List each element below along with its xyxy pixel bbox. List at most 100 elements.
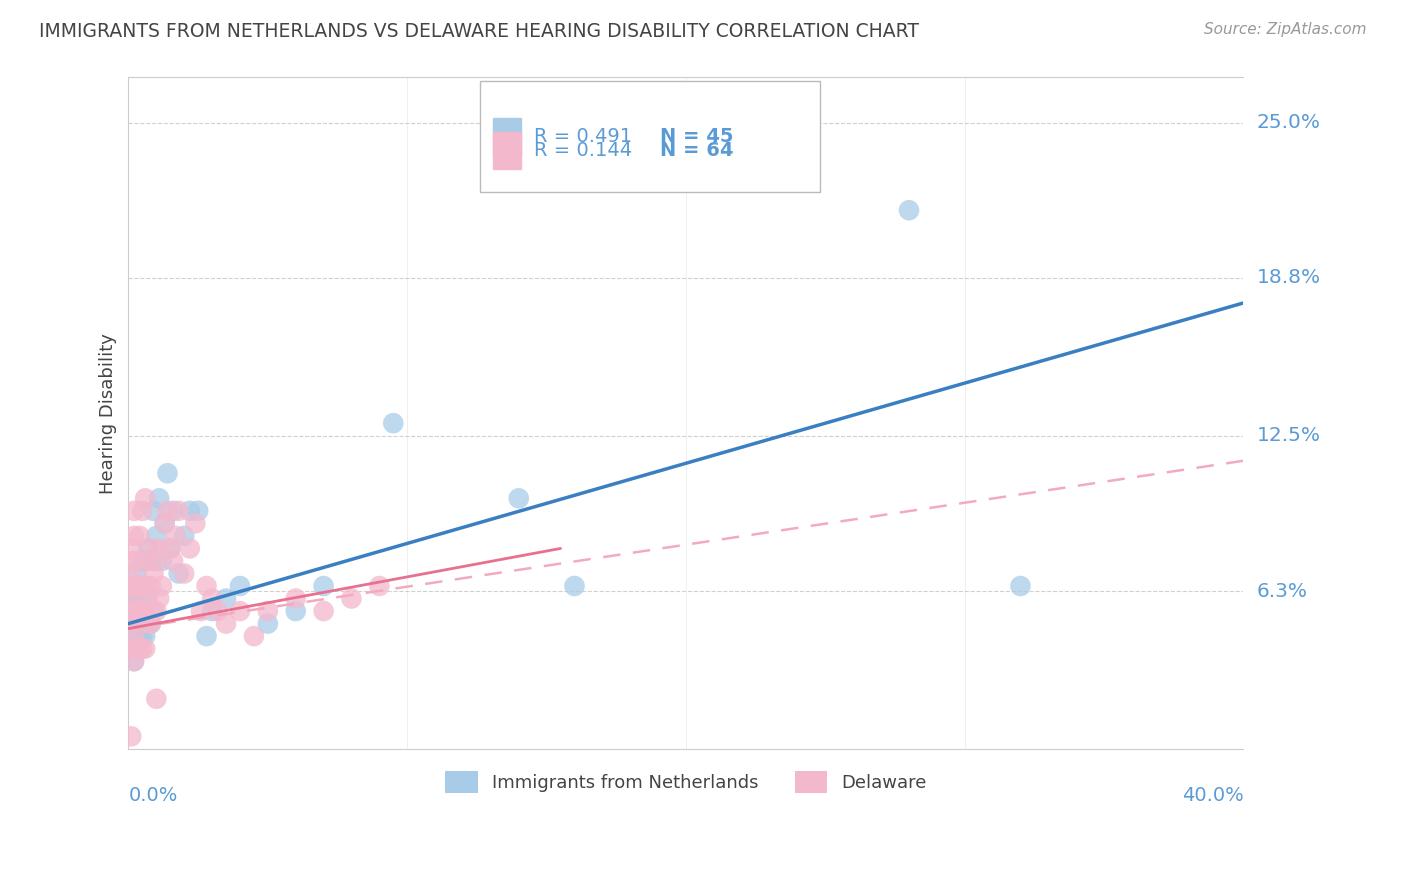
Point [134, 641, 156, 656]
Point [139, 616, 162, 631]
Point [382, 416, 405, 430]
Point [131, 629, 153, 643]
Text: R = 0.144: R = 0.144 [534, 142, 633, 161]
Point [139, 541, 162, 556]
Point [120, 641, 142, 656]
Point [187, 504, 209, 518]
Point [340, 591, 363, 606]
Point [128, 579, 150, 593]
Point [128, 629, 150, 643]
Point [122, 554, 145, 568]
Point [142, 566, 165, 581]
Point [229, 604, 252, 618]
Point [284, 591, 307, 606]
Point [134, 491, 156, 506]
Point [128, 579, 150, 593]
Point [122, 654, 145, 668]
Point [136, 591, 159, 606]
Point [134, 579, 156, 593]
Point [368, 579, 391, 593]
Point [148, 591, 170, 606]
Point [120, 641, 142, 656]
Point [122, 604, 145, 618]
Point [179, 541, 201, 556]
Point [122, 629, 145, 643]
Text: IMMIGRANTS FROM NETHERLANDS VS DELAWARE HEARING DISABILITY CORRELATION CHART: IMMIGRANTS FROM NETHERLANDS VS DELAWARE … [39, 22, 920, 41]
Point [215, 591, 238, 606]
FancyBboxPatch shape [479, 81, 820, 192]
Point [312, 579, 335, 593]
Point [120, 729, 142, 743]
Point [145, 691, 167, 706]
Point [195, 629, 218, 643]
Point [173, 529, 195, 543]
Point [136, 616, 159, 631]
Point [125, 554, 148, 568]
Text: 12.5%: 12.5% [1257, 426, 1320, 445]
Point [122, 504, 145, 518]
Point [184, 516, 207, 531]
Point [156, 504, 179, 518]
Point [128, 641, 150, 656]
Point [162, 504, 184, 518]
Point [131, 641, 153, 656]
Point [122, 654, 145, 668]
Point [136, 541, 159, 556]
Point [120, 616, 142, 631]
Point [150, 579, 173, 593]
Point [131, 504, 153, 518]
Point [153, 516, 176, 531]
Point [257, 604, 280, 618]
Text: N = 45: N = 45 [661, 127, 734, 145]
Point [564, 579, 586, 593]
Text: 18.8%: 18.8% [1257, 268, 1322, 287]
Point [201, 591, 224, 606]
Text: 25.0%: 25.0% [1257, 113, 1320, 132]
Point [898, 203, 921, 218]
Point [128, 529, 150, 543]
Point [134, 591, 156, 606]
Point [165, 529, 187, 543]
Point [120, 541, 142, 556]
Point [136, 554, 159, 568]
Point [167, 566, 190, 581]
Point [207, 604, 229, 618]
Point [179, 504, 201, 518]
Point [312, 604, 335, 618]
Point [128, 604, 150, 618]
Point [145, 529, 167, 543]
Point [125, 579, 148, 593]
Bar [494, 118, 522, 154]
Point [125, 566, 148, 581]
Point [142, 604, 165, 618]
Point [148, 541, 170, 556]
Point [125, 591, 148, 606]
Text: N = 64: N = 64 [661, 142, 734, 161]
Text: 40.0%: 40.0% [1182, 786, 1243, 805]
Point [125, 641, 148, 656]
Point [190, 604, 212, 618]
Point [145, 554, 167, 568]
Point [139, 554, 162, 568]
Point [145, 604, 167, 618]
Point [1010, 579, 1032, 593]
Text: Source: ZipAtlas.com: Source: ZipAtlas.com [1204, 22, 1367, 37]
Point [131, 554, 153, 568]
Point [122, 604, 145, 618]
Point [128, 604, 150, 618]
Point [156, 467, 179, 481]
Text: R = 0.491: R = 0.491 [534, 127, 633, 145]
Point [120, 616, 142, 631]
Point [134, 629, 156, 643]
Text: 0.0%: 0.0% [128, 786, 177, 805]
Point [122, 579, 145, 593]
Point [131, 604, 153, 618]
Point [120, 566, 142, 581]
Point [201, 604, 224, 618]
Point [173, 566, 195, 581]
Point [120, 591, 142, 606]
Point [139, 616, 162, 631]
Point [122, 579, 145, 593]
Point [120, 591, 142, 606]
Point [153, 516, 176, 531]
